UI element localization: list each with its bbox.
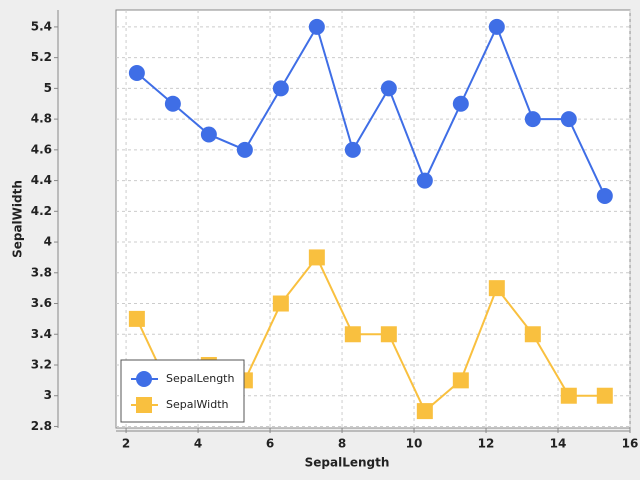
x-tick-label: 8 (338, 437, 346, 451)
marker (236, 141, 253, 158)
x-axis-title: SepalLength (305, 456, 390, 470)
y-tick-label: 5.4 (31, 19, 52, 33)
y-tick-label: 4.6 (31, 142, 52, 156)
y-tick-label: 4 (44, 235, 52, 249)
y-tick-label: 4.4 (31, 173, 52, 187)
marker (128, 310, 145, 327)
marker (452, 372, 469, 389)
marker (380, 326, 397, 343)
y-axis-title: SepalWidth (11, 180, 25, 258)
marker (164, 95, 181, 112)
legend-label: SepalWidth (166, 398, 229, 411)
marker (308, 249, 325, 266)
x-tick-label: 12 (478, 437, 495, 451)
marker (488, 18, 505, 35)
marker (272, 295, 289, 312)
y-tick-label: 4.2 (31, 204, 52, 218)
x-tick-label: 10 (406, 437, 423, 451)
y-tick-label: 3.4 (31, 327, 52, 341)
marker (416, 403, 433, 420)
marker (344, 326, 361, 343)
marker (128, 65, 145, 82)
marker (272, 80, 289, 97)
marker (344, 141, 361, 158)
marker (308, 18, 325, 35)
y-tick-label: 4.8 (31, 112, 52, 126)
marker (596, 187, 613, 204)
marker (524, 326, 541, 343)
legend-label: SepalLength (166, 372, 234, 385)
marker (416, 172, 433, 189)
marker (560, 387, 577, 404)
y-tick-label: 2.8 (31, 419, 52, 433)
y-tick-label: 3.6 (31, 296, 52, 310)
x-tick-label: 14 (550, 437, 567, 451)
y-tick-label: 5.2 (31, 50, 52, 64)
x-tick-label: 6 (266, 437, 274, 451)
marker (136, 371, 152, 387)
marker (524, 111, 541, 128)
marker (136, 397, 152, 413)
legend: SepalLength SepalWidth (120, 359, 245, 423)
x-tick-label: 2 (122, 437, 130, 451)
y-tick-label: 3.2 (31, 357, 52, 371)
marker (560, 111, 577, 128)
x-tick-label: 16 (622, 437, 639, 451)
marker (596, 387, 613, 404)
y-tick-label: 3 (44, 388, 52, 402)
marker (380, 80, 397, 97)
marker (452, 95, 469, 112)
y-tick-label: 5 (44, 81, 52, 95)
marker (488, 280, 505, 297)
marker (200, 126, 217, 143)
y-tick-label: 3.8 (31, 265, 52, 279)
x-tick-label: 4 (194, 437, 202, 451)
